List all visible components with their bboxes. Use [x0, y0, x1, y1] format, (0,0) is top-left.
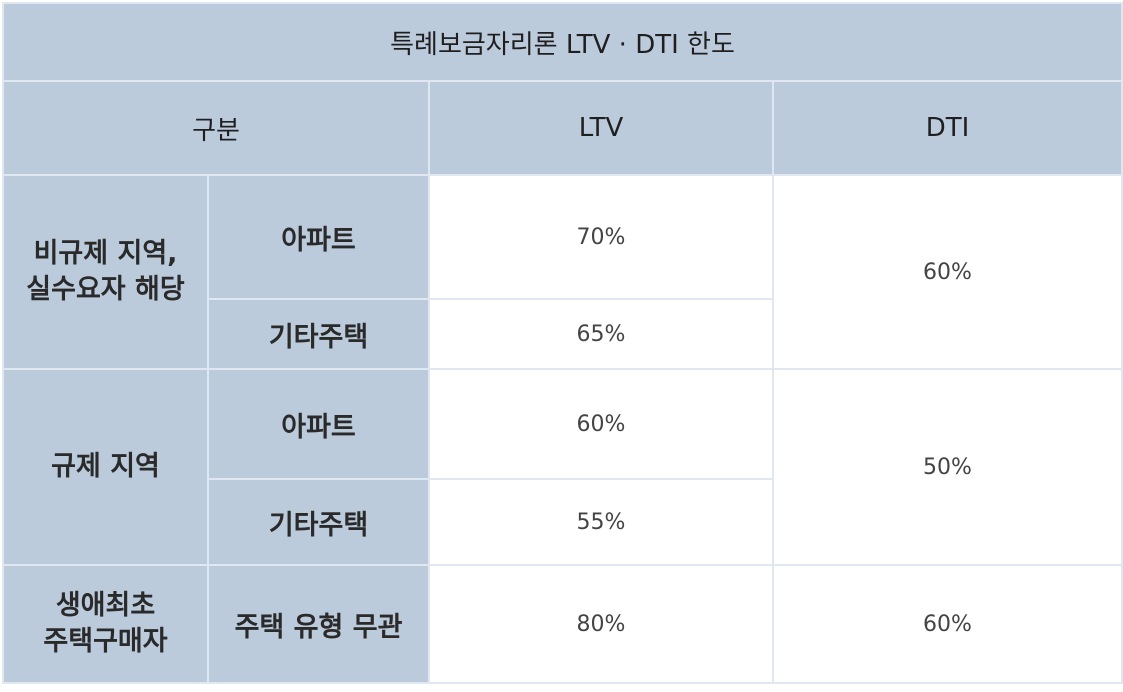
dti-value: 60% — [772, 174, 1123, 370]
ltv-value: 80% — [428, 564, 774, 684]
ltv-value: 60% — [428, 368, 774, 480]
group-label-line: 주택구매자 — [43, 626, 168, 657]
housing-type-label: 아파트 — [207, 368, 430, 480]
housing-type-label: 기타주택 — [207, 298, 430, 370]
group-label-line: 실수요자 해당 — [26, 274, 185, 305]
column-header-category: 구분 — [2, 80, 430, 176]
column-header-dti: DTI — [772, 80, 1123, 176]
table-row: 생애최초 주택구매자 주택 유형 무관 80% 60% — [2, 564, 1123, 684]
table-row: 기타주택 65% — [3, 298, 1122, 370]
dti-value: 60% — [772, 564, 1123, 684]
group-label-line: 생애최초 — [55, 590, 156, 622]
group-label-line: 비규제 지역, — [33, 238, 178, 270]
column-header-ltv: LTV — [428, 80, 774, 176]
housing-type-label: 주택 유형 무관 — [207, 564, 430, 684]
table-row: 규제 지역 아파트 60% 50% — [2, 368, 1123, 566]
group-label-nonregulated: 비규제 지역, 실수요자 해당 — [2, 174, 209, 370]
table-row: 기타주택 55% — [3, 478, 1122, 566]
ltv-value: 70% — [428, 174, 774, 300]
column-header-row: 구분 LTV DTI — [2, 80, 1123, 176]
table-title-row: 특례보금자리론 LTV · DTI 한도 — [2, 2, 1123, 82]
housing-type-label: 아파트 — [207, 174, 430, 300]
table-title: 특례보금자리론 LTV · DTI 한도 — [2, 2, 1123, 82]
group-label-line: 규제 지역 — [51, 451, 160, 483]
housing-type-label: 기타주택 — [207, 478, 430, 566]
group-label-first-home-buyer: 생애최초 주택구매자 — [2, 564, 209, 684]
group-label-regulated: 규제 지역 — [2, 368, 209, 566]
ltv-value: 65% — [428, 298, 774, 370]
dti-value: 50% — [772, 368, 1123, 566]
ltv-value: 55% — [428, 478, 774, 566]
table-row: 비규제 지역, 실수요자 해당 아파트 70% 60% — [2, 174, 1123, 370]
